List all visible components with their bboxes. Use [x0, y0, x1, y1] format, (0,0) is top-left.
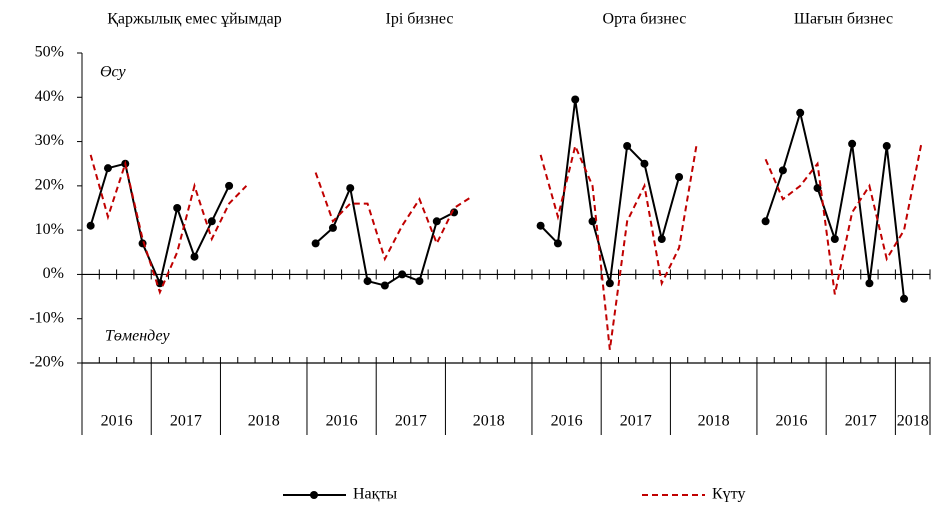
marker: [190, 252, 199, 261]
y-tick-label: -10%: [29, 309, 64, 326]
year-label: 2016: [776, 413, 808, 430]
marker: [207, 217, 216, 226]
series-line: [314, 172, 472, 262]
marker: [311, 239, 320, 248]
year-label: 2018: [473, 413, 505, 430]
year-label: 2018: [248, 413, 280, 430]
marker: [103, 164, 112, 173]
marker: [640, 159, 649, 168]
panel-title: Орта бизнес: [603, 11, 687, 28]
marker: [900, 294, 909, 303]
year-label: 2017: [170, 413, 202, 430]
marker: [796, 108, 805, 117]
marker: [623, 142, 632, 150]
y-tick-label: 0%: [43, 265, 64, 282]
year-label: 2018: [698, 413, 730, 430]
panel-title: Ірі бизнес: [385, 11, 453, 28]
series-line: [764, 108, 906, 299]
marker: [830, 235, 839, 243]
series-line: [539, 99, 681, 284]
marker: [346, 184, 355, 193]
annotation: Өсу: [100, 64, 127, 81]
y-tick-label: 40%: [35, 88, 64, 105]
year-label: 2017: [845, 413, 877, 430]
annotation: Төмендеу: [105, 328, 171, 345]
year-label: 2016: [326, 413, 358, 430]
marker: [553, 239, 562, 248]
marker: [380, 281, 389, 290]
legend-label: Нақты: [353, 486, 397, 503]
series-line: [89, 154, 248, 295]
year-label: 2017: [620, 413, 652, 430]
year-label: 2017: [395, 413, 427, 430]
series-line: [89, 162, 231, 287]
marker: [432, 217, 441, 226]
marker: [398, 270, 407, 279]
panel-title: Қаржылық емес ұйымдар: [107, 11, 282, 28]
year-label: 2016: [551, 413, 583, 430]
series-line: [764, 143, 923, 295]
marker: [778, 166, 787, 175]
marker: [657, 235, 666, 243]
marker: [225, 181, 234, 190]
marker: [865, 279, 874, 288]
marker: [571, 95, 580, 104]
panel-title: Шағын бизнес: [794, 11, 893, 28]
legend-label: Күту: [712, 486, 745, 503]
legend-marker: [310, 491, 318, 499]
year-label: 2016: [101, 413, 133, 430]
y-tick-label: 20%: [35, 177, 64, 194]
y-tick-label: 10%: [35, 221, 64, 238]
marker: [328, 223, 337, 232]
marker: [588, 217, 597, 226]
series-line: [539, 142, 698, 350]
marker: [675, 173, 684, 181]
y-tick-label: 50%: [35, 44, 64, 61]
y-tick-label: 30%: [35, 132, 64, 149]
marker: [605, 279, 614, 288]
marker: [848, 139, 857, 148]
marker: [415, 277, 424, 286]
marker: [363, 277, 372, 286]
marker: [761, 217, 770, 226]
marker: [536, 221, 545, 230]
marker: [882, 142, 891, 150]
y-tick-label: -20%: [29, 354, 64, 371]
marker: [86, 221, 95, 230]
year-label: 2018: [897, 413, 929, 430]
marker: [173, 204, 182, 212]
